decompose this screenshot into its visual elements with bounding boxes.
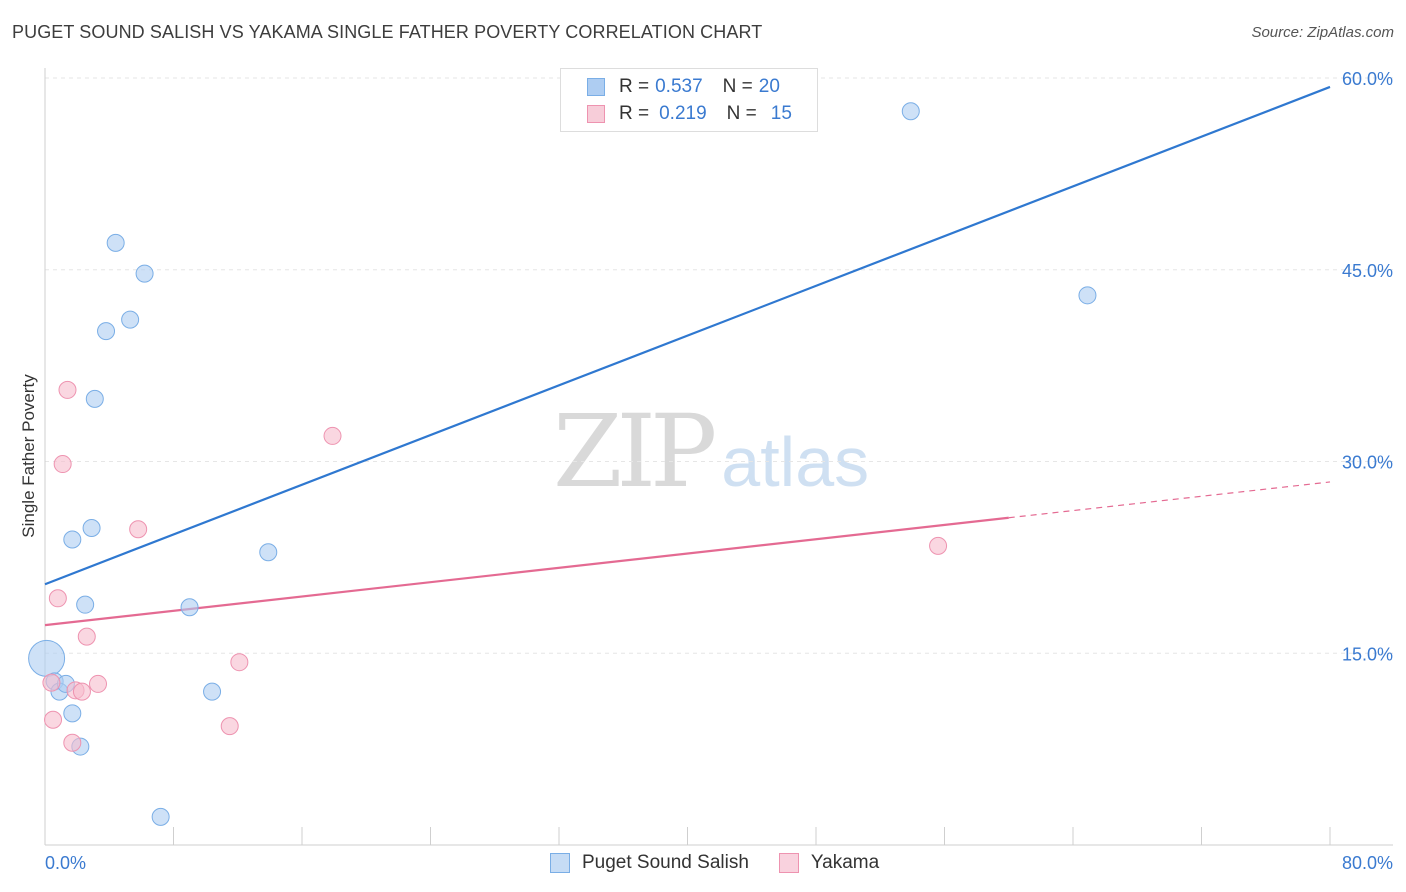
series-legend-yakama: Yakama [778,852,880,874]
series-swatch-pink [778,853,799,873]
data-point-pink [72,682,91,701]
data-point-blue [203,682,222,701]
legend-r-value: 0.219 [659,103,707,124]
legend-r-label: R = [619,76,650,97]
data-point-blue [901,102,920,121]
data-point-pink [929,536,948,555]
y-tick-label: 60.0% [1342,69,1393,89]
legend-row-puget: R = 0.537 N = 20 [587,75,780,99]
watermark: ZIP atlas [553,402,869,512]
data-point-pink [220,717,239,736]
data-point-pink [230,653,249,672]
y-tick-label: 45.0% [1342,261,1393,281]
data-point-blue [76,595,95,614]
legend-n-value: 20 [758,76,780,97]
watermark-atlas: atlas [721,423,870,501]
watermark-zip: ZIP [553,393,717,510]
data-point-blue [97,322,116,341]
x-tick-label: 80.0% [1342,853,1393,873]
data-point-pink [63,733,82,752]
data-point-blue [63,530,82,549]
legend-n-label: N = [726,103,757,124]
trend-line-blue [44,85,1331,586]
series-label-puget: Puget Sound Salish [582,852,749,873]
y-tick-label: 15.0% [1342,644,1393,664]
y-axis-label: Single Father Poverty [19,374,38,538]
data-point-blue [85,389,104,408]
data-point-blue [121,310,140,329]
series-label-yakama: Yakama [810,852,880,873]
legend-n-value: 15 [770,103,792,124]
legend-n-label: N = [722,76,753,97]
series-legend-puget: Puget Sound Salish [550,852,749,874]
data-point-pink [48,589,67,608]
data-point-blue [151,807,170,826]
x-tick-label: 0.0% [45,853,86,873]
data-point-pink [129,520,148,539]
data-point-blue [180,598,199,617]
data-point-pink [53,455,72,474]
data-point-blue [259,543,278,562]
data-point-pink [323,426,342,445]
data-point-blue [106,233,125,252]
legend-swatch-pink [587,105,605,123]
data-point-pink [44,710,63,729]
data-point-blue [82,518,101,537]
legend-box: R = 0.537 N = 20 R = 0.219 N = 15 [560,68,818,132]
data-point-blue [63,704,82,723]
legend-row-yakama: R = 0.219 N = 15 [587,102,792,126]
source-label: Source: ZipAtlas.com [1251,24,1394,41]
data-point-pink [58,380,77,399]
trend-line-pink [44,516,1009,627]
data-point-pink [77,627,96,646]
data-point-blue [135,264,154,283]
data-point-pink [89,674,108,693]
legend-swatch-blue [587,78,605,96]
y-tick-label: 30.0% [1342,453,1393,473]
data-point-pink [42,673,61,692]
chart-title: PUGET SOUND SALISH VS YAKAMA SINGLE FATH… [12,22,763,42]
series-swatch-blue [550,853,570,873]
data-point-blue [28,639,66,677]
series-legend: Puget Sound Salish Yakama [550,852,909,874]
trend-line-dashed-pink [1008,481,1331,519]
legend-r-value: 0.537 [655,76,703,97]
data-point-blue [1078,286,1097,305]
legend-r-label: R = [619,103,650,124]
